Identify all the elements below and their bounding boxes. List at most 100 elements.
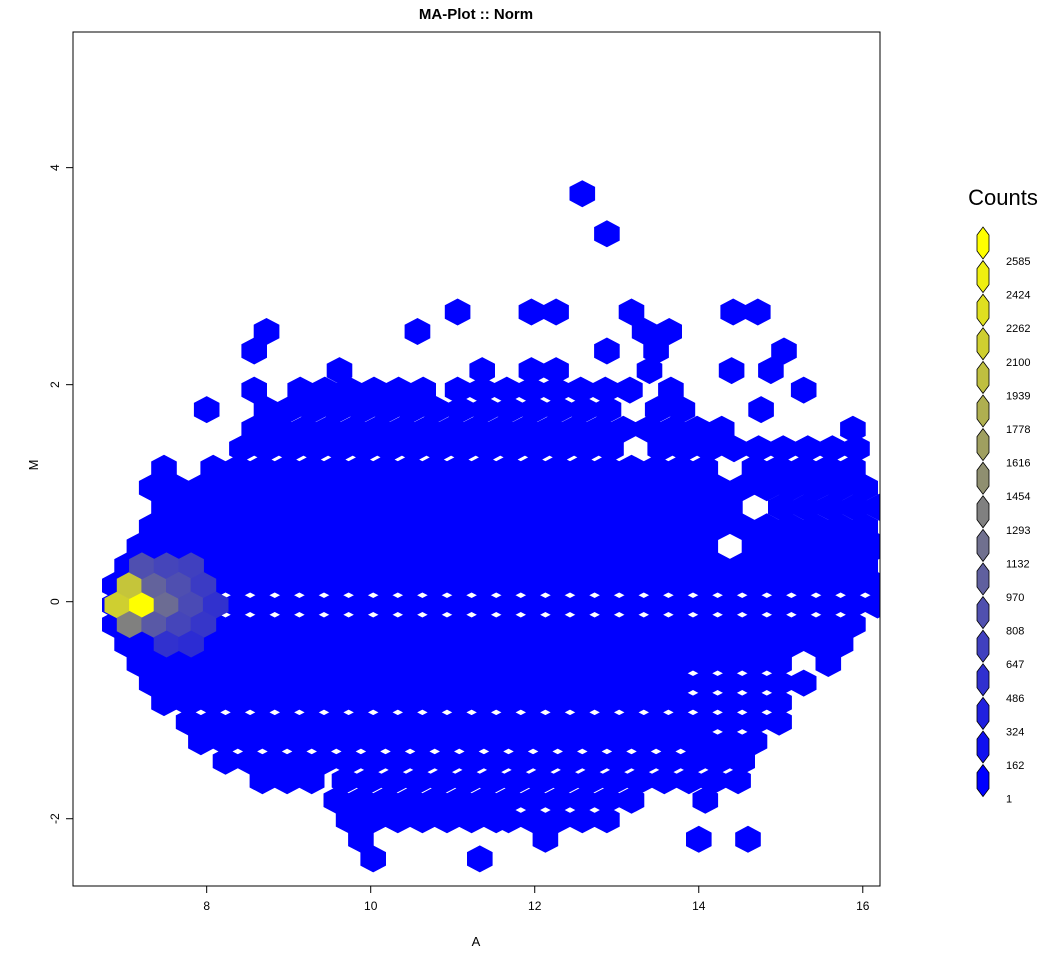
- hex-cell: [581, 669, 608, 697]
- hex-cell: [225, 493, 251, 521]
- hex-cell: [520, 591, 546, 619]
- hex-cell: [454, 767, 481, 795]
- hex-cell: [594, 591, 620, 619]
- legend-label: 1616: [1006, 458, 1030, 470]
- hex-cell: [237, 728, 263, 756]
- hex-cell: [827, 474, 854, 502]
- hex-cell: [261, 728, 288, 756]
- hex-cell: [754, 474, 780, 502]
- hex-cell: [569, 571, 596, 599]
- hex-cell: [229, 435, 255, 463]
- hex-cell: [741, 611, 768, 638]
- hex-cell: [471, 650, 497, 677]
- hex-cell: [520, 786, 546, 814]
- hex-cell: [446, 708, 473, 736]
- legend-glyph: [976, 595, 990, 630]
- hex-cell: [188, 728, 214, 756]
- hex-cell: [360, 669, 386, 697]
- legend-glyph: [976, 763, 990, 798]
- hex-cell: [434, 669, 460, 697]
- hex-cell: [348, 650, 374, 677]
- hex-cell: [311, 728, 337, 756]
- hex-cell: [434, 747, 460, 775]
- hex-layer: [102, 180, 880, 873]
- legend-label: 1: [1006, 794, 1012, 806]
- hex-cell: [815, 591, 842, 619]
- hex-cell: [409, 630, 436, 658]
- hex-cell: [421, 650, 448, 677]
- hex-cell: [372, 493, 399, 521]
- hex-cell: [200, 689, 226, 717]
- hex-cell: [626, 767, 653, 795]
- hex-cell: [298, 591, 325, 619]
- hex-cell: [643, 591, 669, 619]
- hex-cell: [225, 650, 251, 677]
- hex-cell: [336, 376, 363, 404]
- hex-cell: [495, 708, 522, 736]
- hex-cell: [360, 630, 386, 658]
- hex-cell: [200, 708, 226, 736]
- hex-cell: [200, 454, 226, 482]
- hex-cell: [462, 415, 489, 443]
- hex-cell: [655, 513, 682, 541]
- hex-cell: [725, 767, 751, 795]
- hex-cell: [543, 357, 569, 385]
- hex-cell: [274, 532, 300, 560]
- hex-cell: [692, 669, 719, 697]
- hex-cell: [249, 767, 276, 795]
- hex-cell: [717, 669, 743, 697]
- hex-cell: [561, 415, 587, 443]
- hex-cell: [754, 513, 780, 541]
- hex-cell: [569, 689, 596, 717]
- hex-cell: [175, 532, 202, 560]
- hex-cell: [544, 708, 571, 736]
- hex-cell: [458, 513, 485, 541]
- hex-cell: [594, 454, 620, 482]
- hex-cell: [686, 825, 712, 853]
- hex-cell: [469, 357, 495, 385]
- hex-cell: [770, 435, 796, 463]
- hex-cell: [758, 357, 784, 385]
- hex-cell: [360, 552, 386, 580]
- hex-cell: [508, 669, 534, 697]
- hex-cell: [471, 591, 497, 619]
- hex-cell: [426, 435, 452, 463]
- hex-cell: [532, 669, 559, 697]
- hex-cell: [175, 689, 202, 717]
- hex-cell: [557, 552, 583, 580]
- hex-cell: [274, 708, 300, 736]
- hex-cell: [278, 435, 304, 463]
- hex-cell: [458, 728, 485, 756]
- hex-cell: [286, 630, 313, 658]
- legend-label: 808: [1006, 626, 1024, 638]
- hex-cell: [225, 591, 251, 619]
- hex-cell: [866, 493, 880, 521]
- hex-cell: [348, 454, 374, 482]
- hex-cell: [692, 591, 719, 619]
- hex-cell-count: [153, 552, 180, 580]
- hex-cell: [298, 611, 325, 638]
- hex-cell: [598, 435, 624, 463]
- hex-cell: [569, 454, 596, 482]
- hex-cell: [840, 532, 866, 560]
- hex-cell: [287, 376, 313, 404]
- hex-cell: [253, 318, 280, 345]
- hex-cell: [385, 728, 411, 756]
- hex-cell: [385, 806, 411, 834]
- hex-cell: [606, 747, 632, 775]
- hex-cell: [312, 376, 338, 404]
- hex-cell-count: [129, 552, 155, 580]
- legend-title: Counts: [968, 185, 1038, 210]
- hex-cell: [864, 571, 880, 599]
- hex-cell: [286, 669, 313, 697]
- hex-cell: [225, 532, 251, 560]
- hex-cell: [446, 689, 473, 717]
- hex-cell: [704, 747, 731, 775]
- hex-cell: [311, 630, 337, 658]
- hex-cell: [508, 513, 534, 541]
- hex-cell: [680, 474, 706, 502]
- hex-cell: [188, 474, 214, 502]
- hex-cell: [546, 396, 573, 424]
- hex-cell: [469, 376, 495, 404]
- hex-cell: [495, 611, 522, 638]
